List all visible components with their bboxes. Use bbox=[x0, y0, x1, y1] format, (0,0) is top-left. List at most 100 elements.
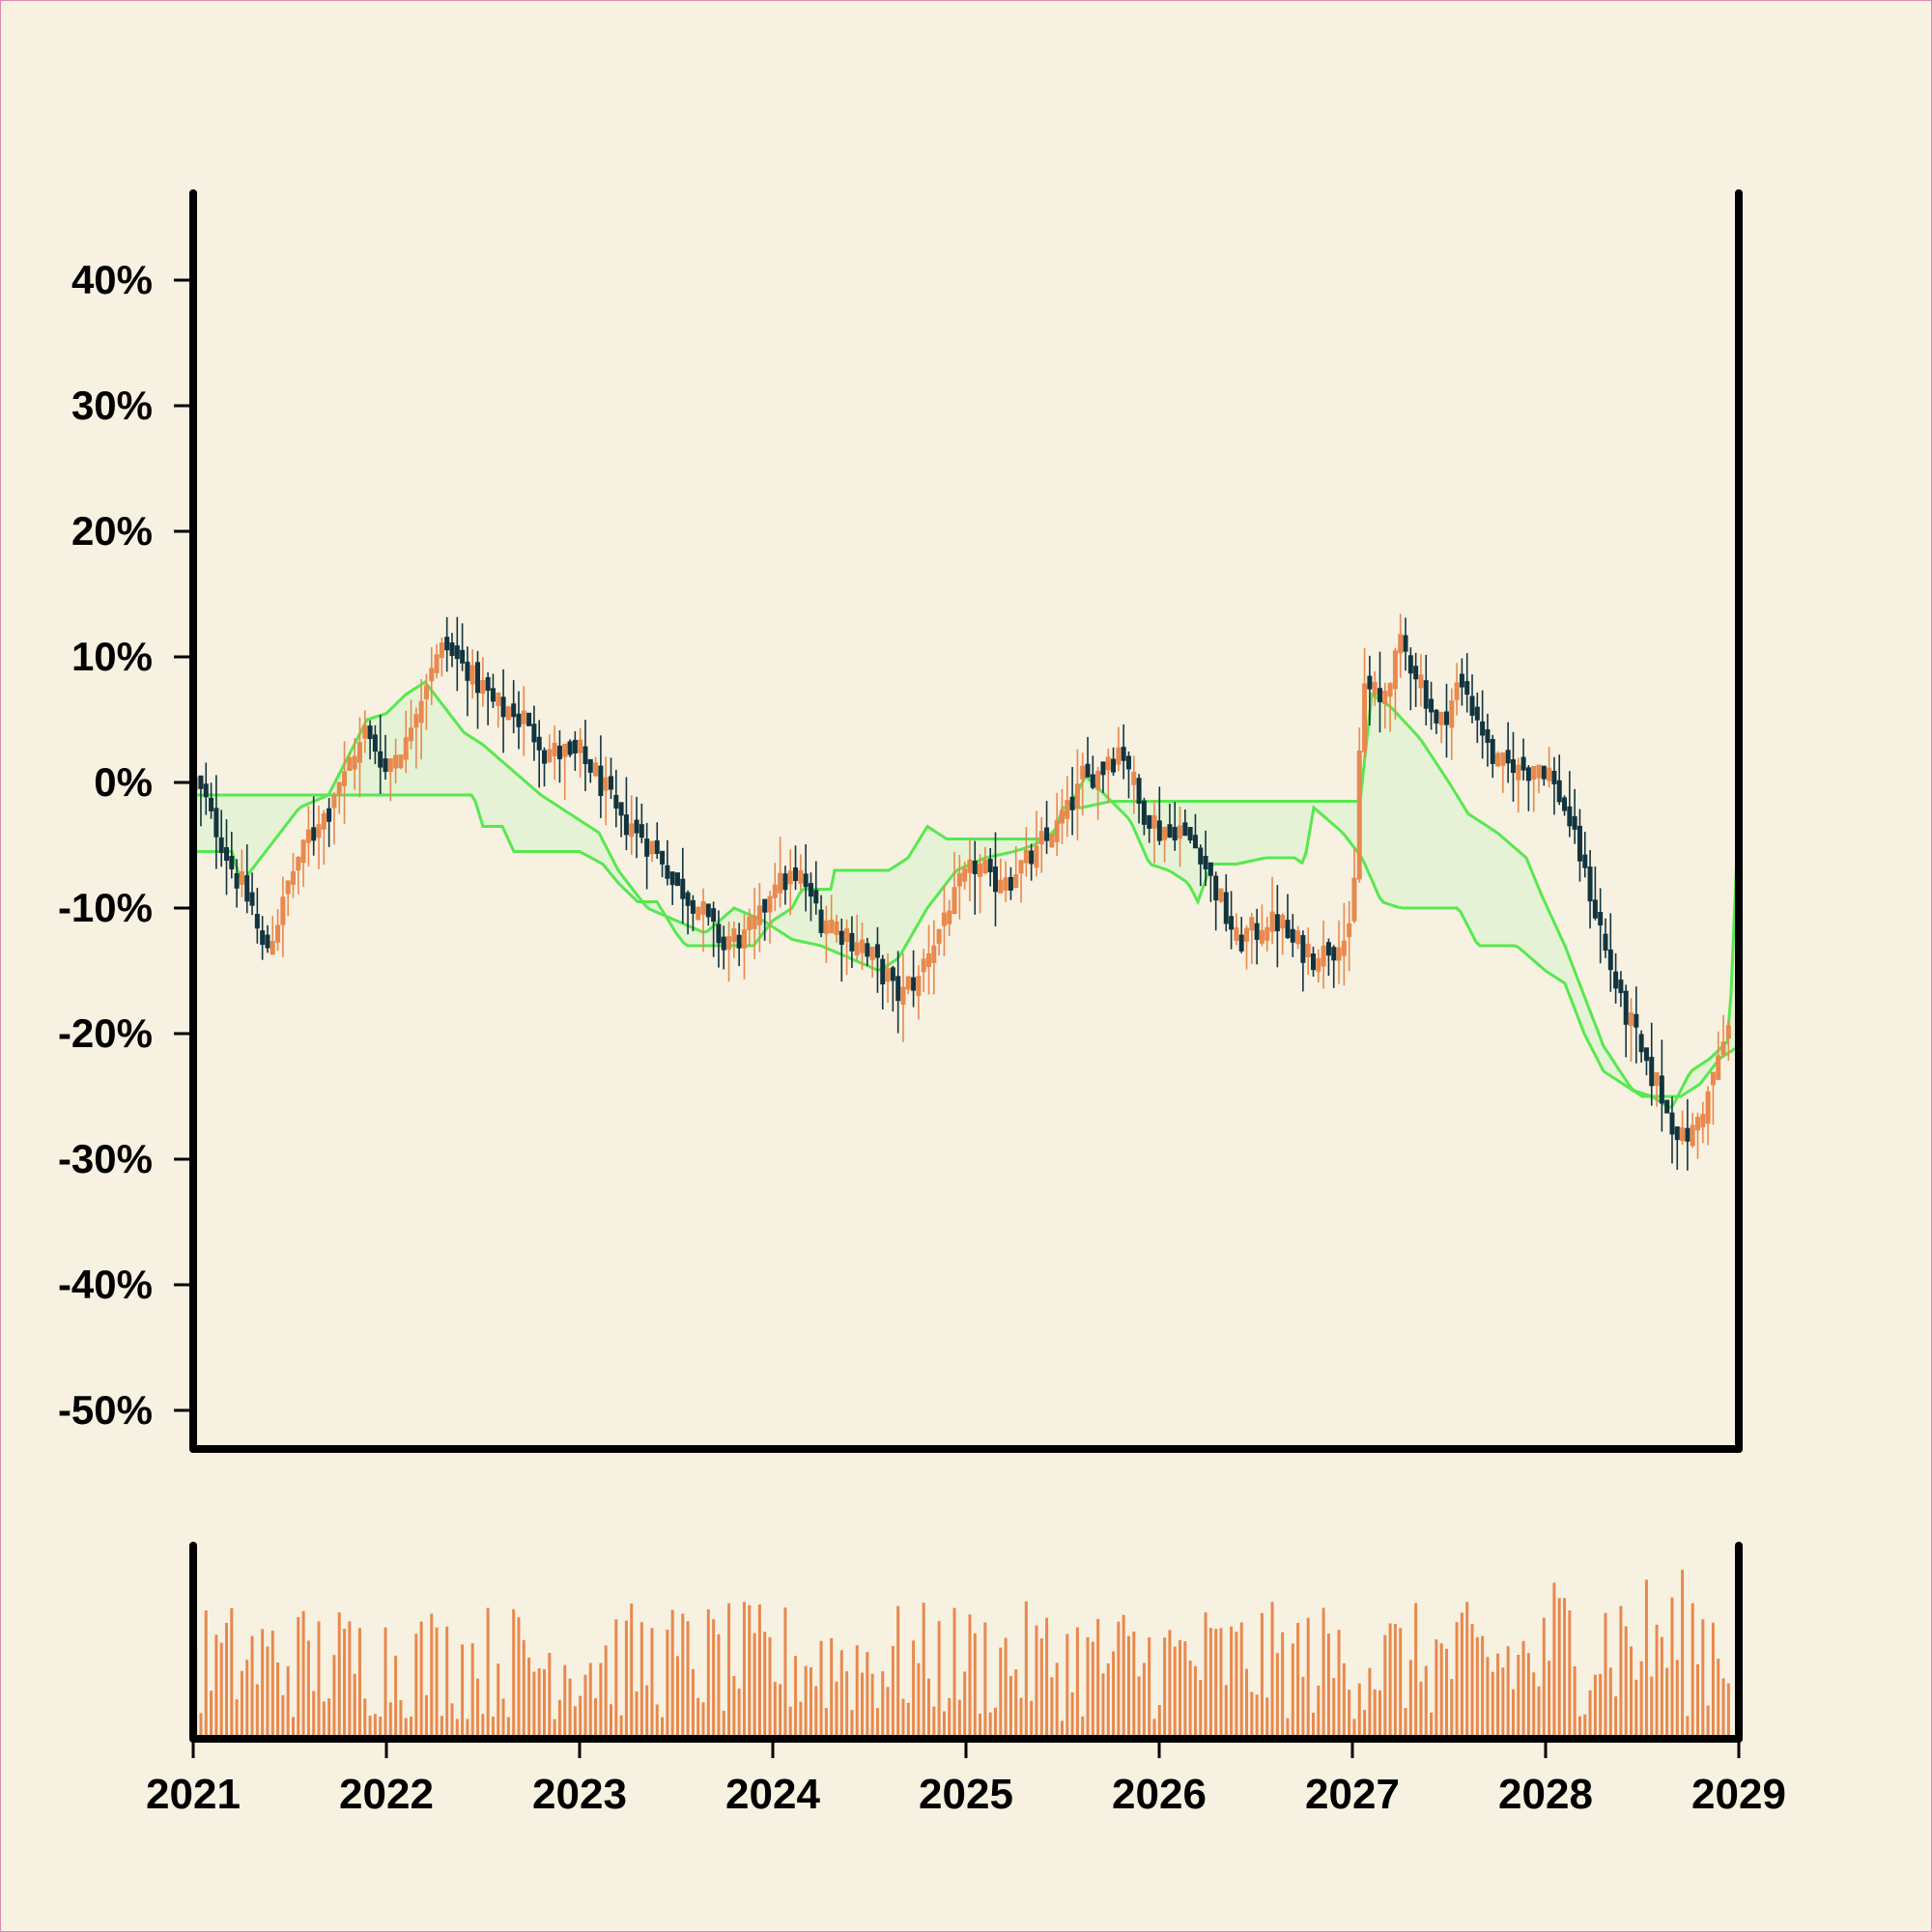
candle-body bbox=[1567, 806, 1573, 827]
volume-bar bbox=[1419, 1681, 1423, 1737]
candle-body bbox=[239, 871, 244, 886]
candle-body bbox=[680, 878, 686, 899]
volume-bar bbox=[1393, 1623, 1397, 1737]
candle-body bbox=[860, 939, 866, 953]
y-tick-label: -50% bbox=[58, 1387, 153, 1433]
volume-bar bbox=[1326, 1634, 1330, 1737]
volume-bar bbox=[543, 1668, 547, 1737]
volume-bar bbox=[1383, 1634, 1387, 1737]
volume-bar bbox=[1430, 1712, 1434, 1737]
candle-body bbox=[865, 943, 870, 957]
volume-bar bbox=[214, 1634, 218, 1737]
volume-bar bbox=[424, 1694, 428, 1737]
volume-bar bbox=[522, 1639, 526, 1737]
volume-bar bbox=[306, 1640, 310, 1737]
candle-body bbox=[911, 977, 917, 991]
volume-bar bbox=[1475, 1636, 1479, 1737]
candle-body bbox=[249, 892, 255, 906]
candle-body bbox=[1162, 826, 1168, 840]
volume-bar bbox=[1148, 1636, 1151, 1737]
volume-bar bbox=[445, 1626, 449, 1737]
candle-body bbox=[500, 696, 506, 718]
candle-body bbox=[967, 859, 973, 873]
volume-bar bbox=[1035, 1625, 1038, 1737]
volume-bar bbox=[706, 1608, 710, 1737]
band-fill bbox=[193, 682, 1739, 1108]
candle-body bbox=[639, 824, 644, 838]
candle-body bbox=[372, 734, 378, 753]
volume-bar bbox=[573, 1706, 577, 1737]
volume-bar bbox=[824, 1708, 828, 1737]
candle-body bbox=[1362, 683, 1368, 753]
volume-bar bbox=[435, 1627, 439, 1737]
volume-bar bbox=[363, 1698, 367, 1737]
volume-bar bbox=[830, 1637, 834, 1737]
volume-bar bbox=[1183, 1641, 1187, 1737]
volume-bar bbox=[466, 1719, 469, 1737]
volume-bar bbox=[1696, 1663, 1700, 1737]
volume-bar bbox=[476, 1678, 480, 1737]
volume-bar bbox=[1142, 1662, 1146, 1737]
volume-bar bbox=[1168, 1630, 1172, 1737]
volume-bar bbox=[1101, 1673, 1105, 1737]
candle-body bbox=[378, 751, 384, 768]
volume-bar bbox=[1270, 1602, 1274, 1737]
candle-body bbox=[900, 986, 906, 1005]
volume-bar bbox=[727, 1603, 731, 1737]
candle-body bbox=[423, 685, 429, 699]
candle-body bbox=[1347, 923, 1352, 938]
volume-bar bbox=[1563, 1598, 1567, 1737]
volume-bar bbox=[619, 1715, 623, 1737]
volume-bar bbox=[266, 1646, 270, 1737]
candle-body bbox=[1510, 759, 1516, 774]
candle-body bbox=[1111, 758, 1117, 773]
volume-bar bbox=[1179, 1639, 1182, 1737]
volume-bar bbox=[799, 1701, 803, 1737]
volume-bar bbox=[491, 1717, 495, 1737]
candle-body bbox=[818, 909, 824, 933]
candle-body bbox=[1664, 1099, 1670, 1114]
candle-body bbox=[1372, 681, 1378, 696]
candle-body bbox=[1643, 1047, 1649, 1062]
candle-body bbox=[1413, 666, 1419, 680]
volume-bar bbox=[1286, 1718, 1290, 1737]
candle-body bbox=[511, 703, 517, 718]
volume-bar bbox=[670, 1609, 674, 1737]
candle-body bbox=[1618, 980, 1624, 994]
volume-bar bbox=[1009, 1675, 1012, 1737]
candle-body bbox=[608, 776, 613, 790]
volume-bar bbox=[1004, 1637, 1008, 1737]
volume-bar bbox=[1624, 1626, 1628, 1737]
volume-bar bbox=[1726, 1683, 1730, 1737]
volume-bar bbox=[1317, 1685, 1321, 1737]
candle-body bbox=[972, 860, 978, 874]
volume-bar bbox=[1439, 1643, 1443, 1737]
volume-bar bbox=[1660, 1636, 1663, 1737]
candle-body bbox=[475, 662, 481, 694]
candle-body bbox=[1208, 862, 1213, 876]
volume-bar bbox=[506, 1717, 510, 1737]
volume-bar bbox=[993, 1707, 997, 1737]
volume-bar bbox=[419, 1621, 423, 1737]
volume-bar bbox=[1265, 1697, 1269, 1737]
candle-body bbox=[1592, 899, 1598, 919]
candle-body bbox=[418, 700, 424, 724]
candle-body bbox=[542, 750, 548, 764]
x-tick-label: 2028 bbox=[1498, 1771, 1593, 1818]
volume-bar bbox=[1291, 1643, 1294, 1737]
candle-body bbox=[1295, 930, 1301, 945]
y-tick-label: 0% bbox=[94, 759, 153, 805]
candle-body bbox=[1500, 752, 1506, 766]
volume-bar bbox=[337, 1612, 341, 1737]
volume-bar bbox=[1681, 1570, 1685, 1737]
volume-bar bbox=[1132, 1631, 1136, 1737]
volume-bar bbox=[675, 1656, 679, 1737]
volume-bar bbox=[230, 1607, 234, 1737]
candle-body bbox=[1547, 767, 1552, 781]
volume-bar bbox=[906, 1702, 910, 1737]
x-tick-label: 2026 bbox=[1112, 1771, 1207, 1818]
volume-bar bbox=[373, 1714, 377, 1737]
volume-bar bbox=[1711, 1622, 1715, 1737]
candle-body bbox=[649, 840, 655, 855]
volume-bar bbox=[1337, 1630, 1341, 1737]
